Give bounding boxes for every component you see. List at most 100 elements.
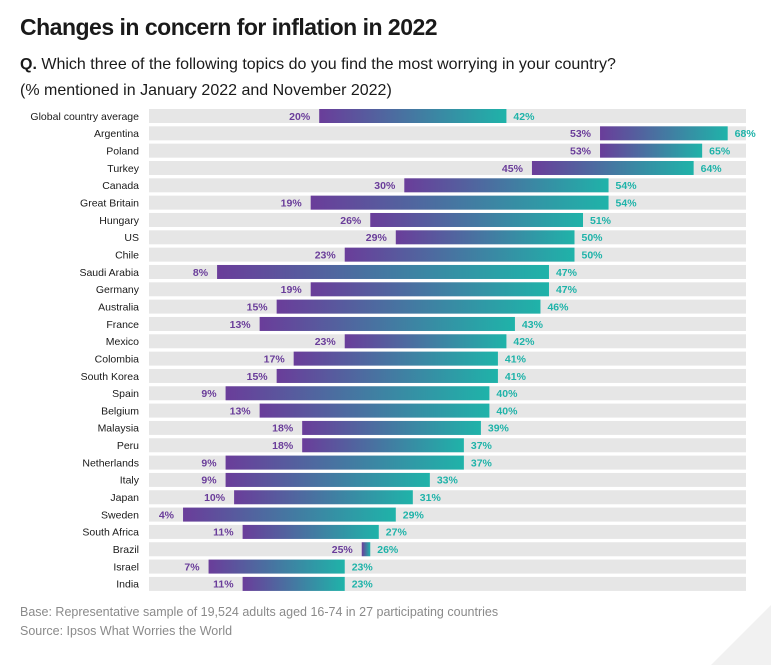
change-bar [310,195,609,210]
country-label: Malaysia [98,423,140,435]
country-label: South Korea [81,371,140,383]
change-bar [208,559,345,574]
country-label: Turkey [107,163,139,175]
nov-value-label: 27% [386,527,408,539]
nov-value-label: 50% [582,232,604,244]
chart: Global country average 20% 42% Argentina 53%… [30,109,757,591]
jan-value-label: 26% [340,215,362,227]
nov-value-label: 41% [505,353,527,365]
country-label: Argentina [94,128,139,140]
change-bar [234,490,413,505]
country-label: Peru [117,440,139,452]
nov-value-label: 41% [505,371,527,383]
row-background [149,542,746,557]
country-label: India [116,579,139,591]
change-bar [225,386,490,401]
country-label: France [106,319,139,331]
country-label: Netherlands [82,457,139,469]
country-label: Sweden [101,509,139,521]
change-bar [310,282,549,297]
nov-value-label: 23% [352,579,374,591]
nov-value-label: 46% [547,301,569,313]
change-bar [259,316,515,331]
nov-value-label: 42% [513,336,535,348]
jan-value-label: 9% [201,475,217,487]
jan-value-label: 20% [289,111,311,123]
question: Q. Which three of the following topics d… [20,52,760,104]
change-bar [600,143,703,158]
nov-value-label: 54% [616,180,638,192]
change-bar [370,212,584,227]
jan-value-label: 19% [281,197,303,209]
country-label: Australia [98,301,139,313]
nov-value-label: 42% [513,111,535,123]
jan-value-label: 18% [272,423,294,435]
nov-value-label: 31% [420,492,442,504]
change-bar [242,576,345,591]
change-bar [259,403,490,418]
country-label: Hungary [99,215,139,227]
nov-value-label: 68% [735,128,757,140]
nov-value-label: 37% [471,440,493,452]
country-label: South Africa [82,527,139,539]
jan-value-label: 53% [570,145,592,157]
jan-value-label: 13% [230,319,252,331]
row-background [149,143,746,158]
change-bar [319,109,507,123]
nov-value-label: 43% [522,319,544,331]
country-label: Chile [115,249,139,261]
country-label: Germany [96,284,140,296]
jan-value-label: 7% [184,561,200,573]
change-bar [531,160,694,175]
jan-value-label: 15% [247,301,269,313]
change-bar [225,472,430,487]
country-label: Global country average [30,111,139,123]
jan-value-label: 9% [201,457,217,469]
row-background [149,524,746,539]
jan-value-label: 4% [159,509,175,521]
question-text: Which three of the following topics do y… [41,56,616,73]
nov-value-label: 37% [471,457,493,469]
change-bar [217,264,549,279]
change-bar [361,542,371,557]
country-label: Israel [113,561,139,573]
change-bar [225,455,464,470]
jan-value-label: 19% [281,284,303,296]
row-background [149,126,746,141]
footnote-base: Base: Representative sample of 19,524 ad… [20,605,499,619]
nov-value-label: 40% [496,405,518,417]
country-label: Belgium [101,405,139,417]
jan-value-label: 9% [201,388,217,400]
jan-value-label: 13% [230,405,252,417]
jan-value-label: 10% [204,492,226,504]
change-bar [302,420,481,435]
jan-value-label: 11% [213,527,234,539]
nov-value-label: 40% [496,388,518,400]
jan-value-label: 15% [247,371,269,383]
jan-value-label: 23% [315,336,337,348]
country-label: Japan [110,492,139,504]
question-subtext: (% mentioned in January 2022 and Novembe… [20,82,392,99]
jan-value-label: 45% [502,163,524,175]
country-label: Great Britain [80,197,139,209]
footnote-source: Source: Ipsos What Worries the World [20,624,233,638]
nov-value-label: 64% [701,163,723,175]
nov-value-label: 33% [437,475,459,487]
change-bar [600,126,728,141]
change-bar [242,524,379,539]
jan-value-label: 11% [213,579,234,591]
country-label: US [124,232,139,244]
change-bar [344,334,507,349]
change-bar [293,351,498,366]
question-label: Q. [20,56,37,73]
country-label: Italy [120,475,140,487]
country-label: Mexico [106,336,139,348]
country-label: Canada [102,180,139,192]
row-background [149,576,746,591]
jan-value-label: 30% [374,180,396,192]
chart-title: Changes in concern for inflation in 2022 [20,14,438,40]
jan-value-label: 29% [366,232,388,244]
nov-value-label: 29% [403,509,425,521]
change-bar [395,230,575,245]
nov-value-label: 50% [582,249,604,261]
